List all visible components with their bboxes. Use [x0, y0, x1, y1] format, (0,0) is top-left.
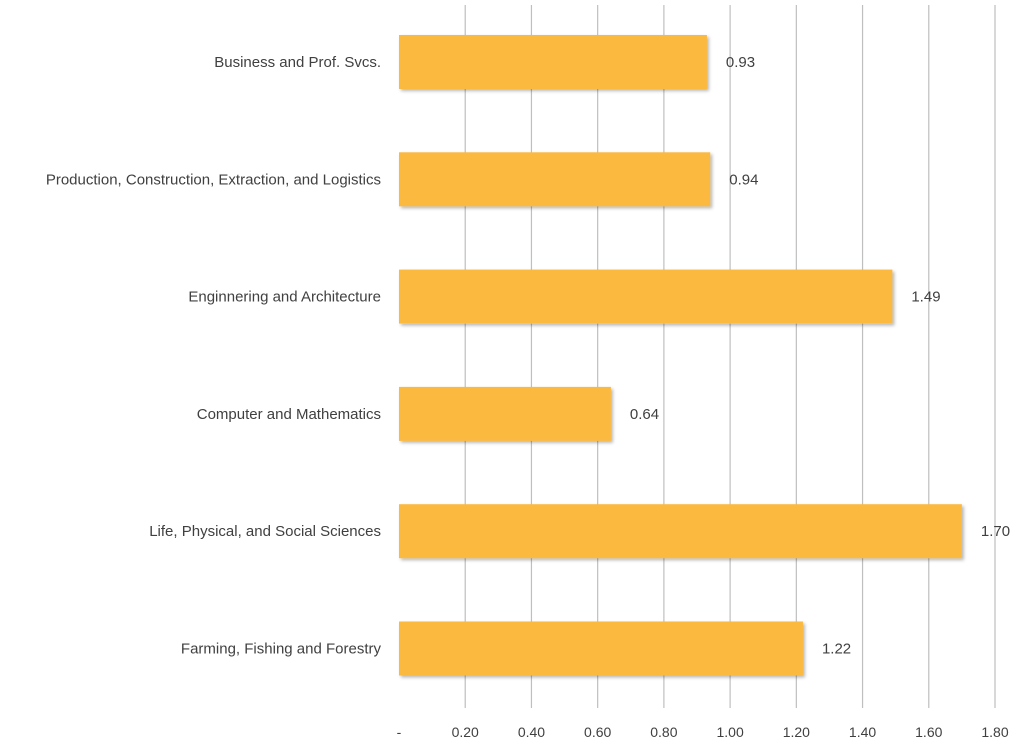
category-label: Farming, Fishing and Forestry [181, 641, 382, 658]
x-tick-label: 0.80 [650, 724, 677, 740]
x-tick-label: 1.00 [716, 724, 743, 740]
x-axis-tick-labels: - 0.20 0.40 0.60 0.80 1.00 1.20 1.40 1.60 1.80 [397, 724, 1009, 740]
bar [399, 35, 707, 89]
bar [399, 269, 893, 324]
x-tick-label: 1.60 [915, 724, 942, 740]
gridlines [464, 5, 996, 708]
bar [399, 152, 711, 207]
x-tick-label: 1.40 [849, 724, 876, 740]
category-label: Life, Physical, and Social Sciences [149, 523, 381, 540]
data-label: 1.22 [822, 641, 851, 658]
data-label: 0.64 [630, 406, 659, 423]
x-tick-label: 0.40 [518, 724, 545, 740]
bar [399, 504, 962, 559]
x-tick-label: 1.80 [981, 724, 1008, 740]
data-label: 1.49 [911, 289, 940, 306]
x-tick-label: 1.20 [783, 724, 810, 740]
data-label: 0.93 [726, 54, 755, 71]
category-label: Enginnering and Architecture [188, 289, 381, 306]
category-labels: Business and Prof. Svcs. Production, Cons… [46, 54, 382, 658]
x-tick-label: 0.20 [452, 724, 479, 740]
bars [399, 35, 962, 676]
bar [399, 621, 803, 676]
value-labels: 0.93 0.94 1.49 0.64 1.70 1.22 [630, 54, 1010, 658]
data-label: 0.94 [729, 171, 758, 188]
x-tick-label: - [397, 724, 402, 740]
x-tick-label: 0.60 [584, 724, 611, 740]
bar [399, 386, 611, 441]
data-label: 1.70 [981, 523, 1010, 540]
category-label: Business and Prof. Svcs. [214, 54, 381, 71]
category-label: Computer and Mathematics [197, 406, 381, 423]
category-label: Production, Construction, Extraction, an… [46, 171, 381, 188]
